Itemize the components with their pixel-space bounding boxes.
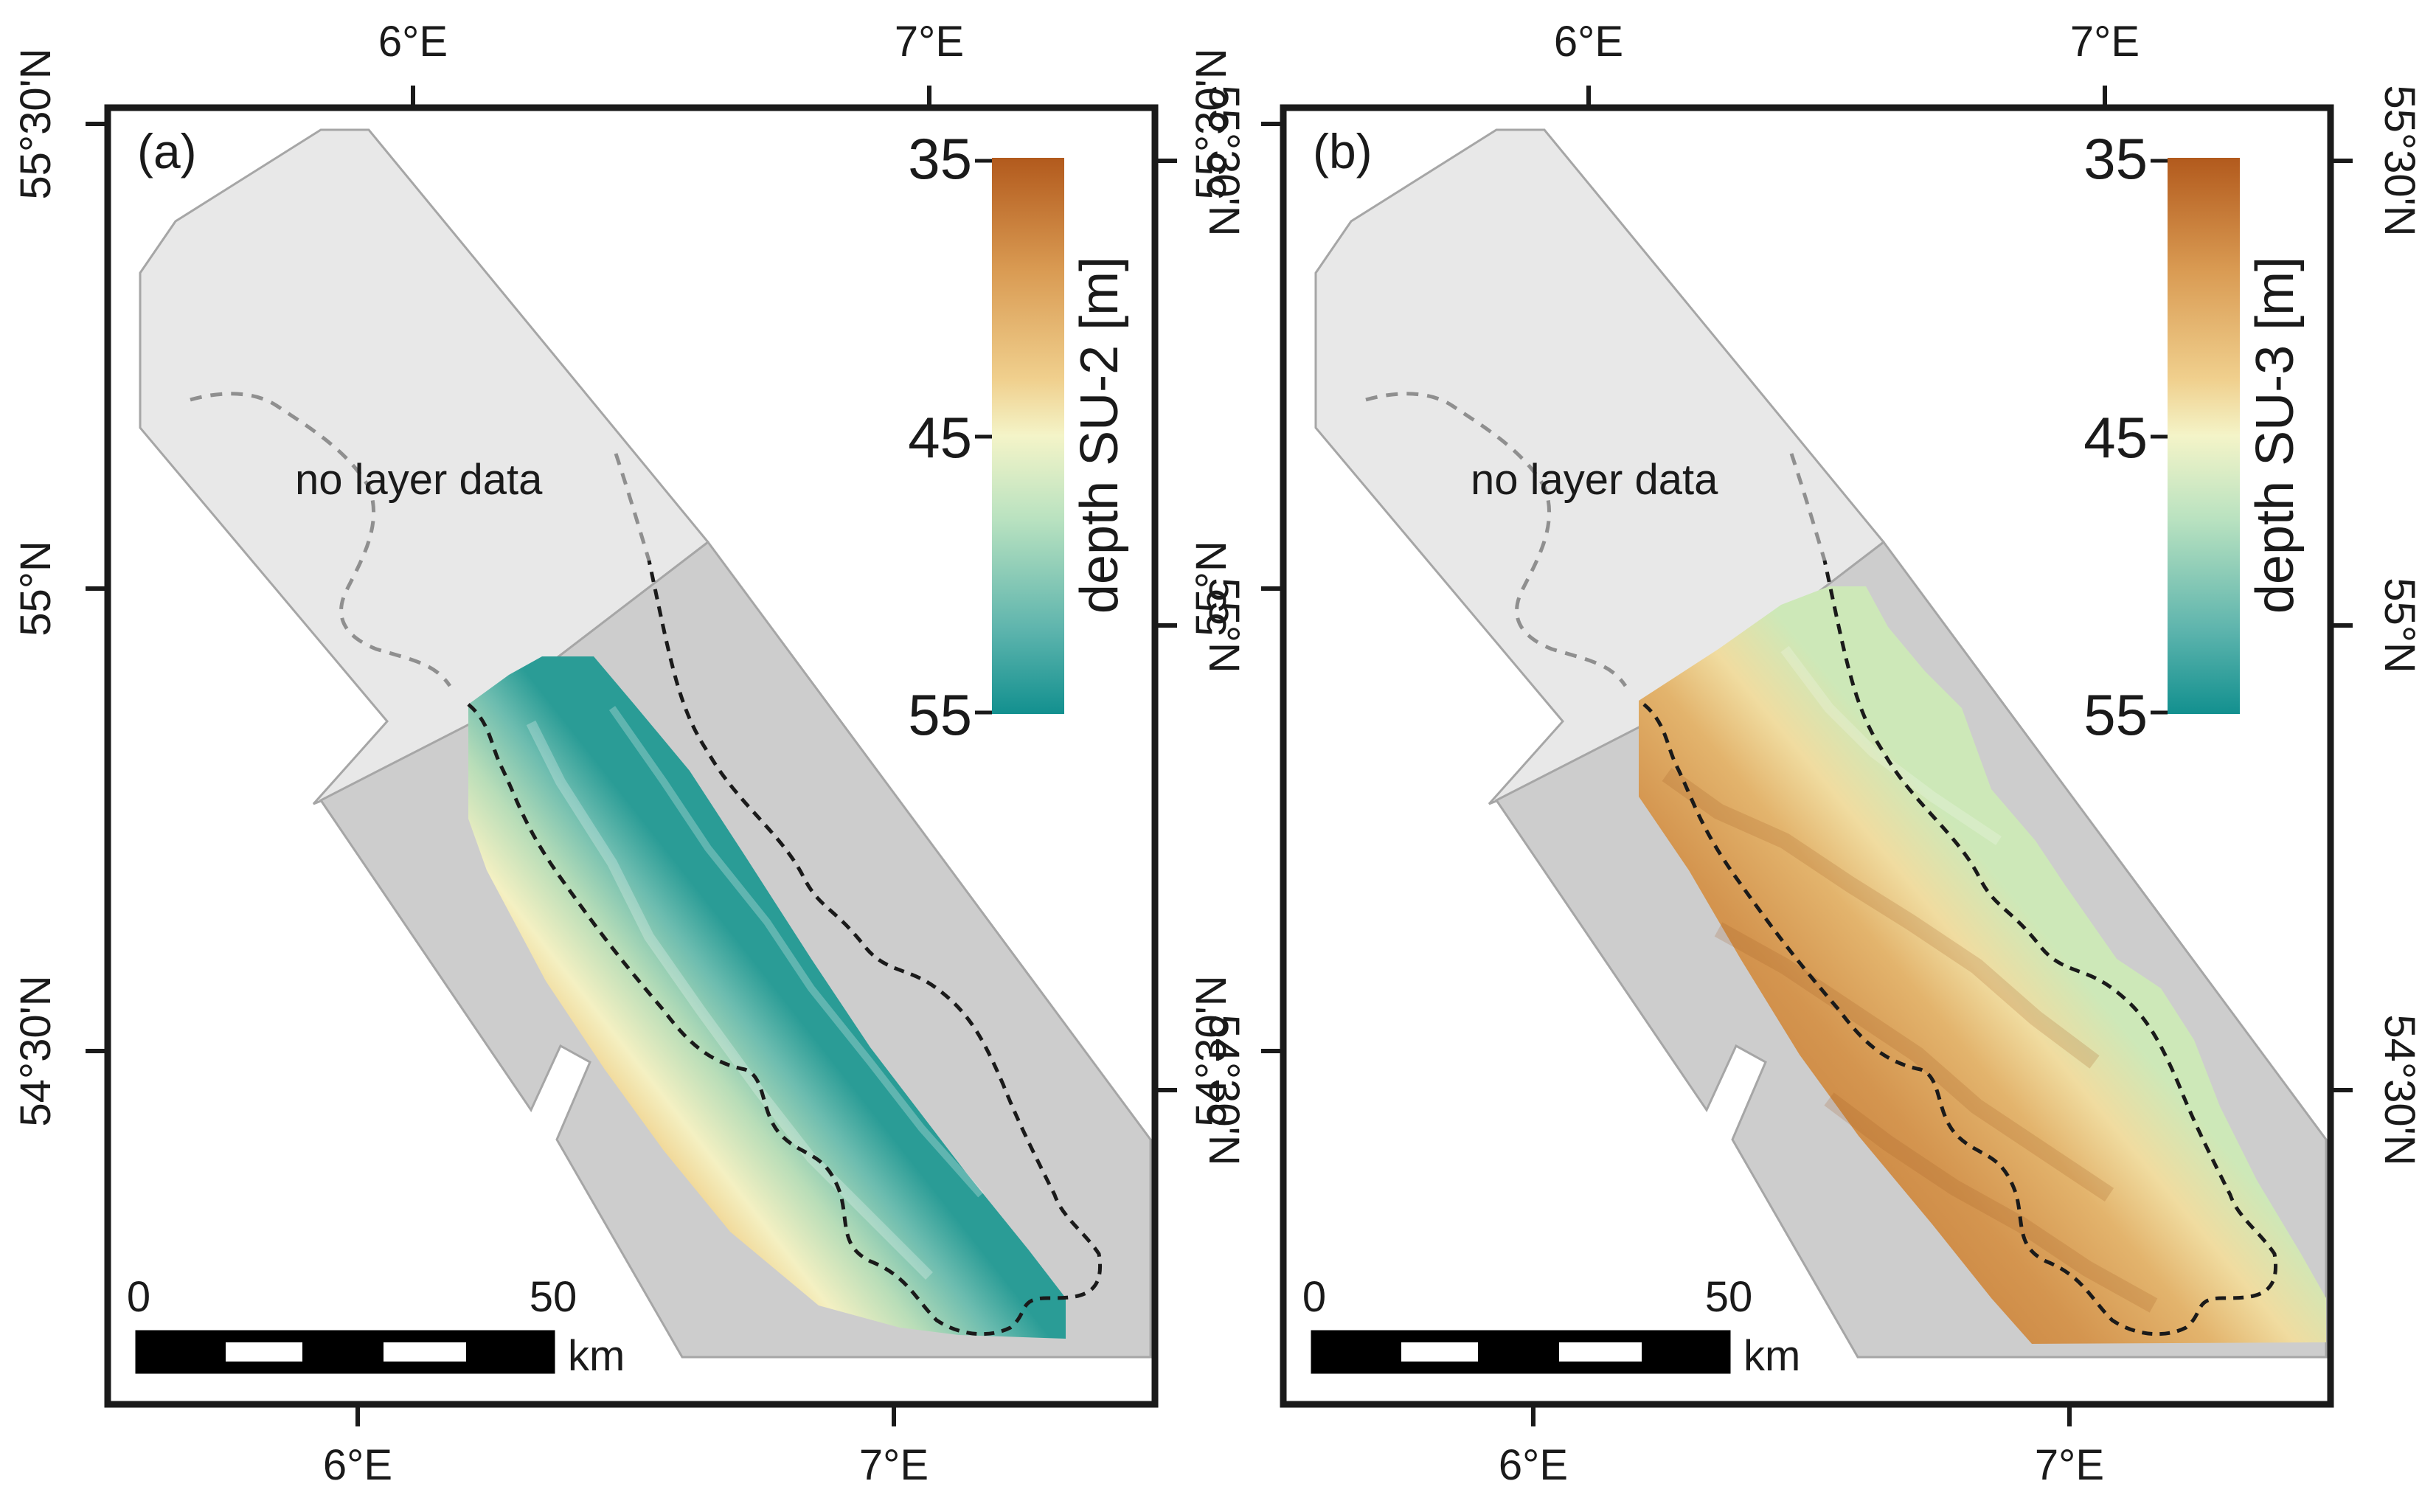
- no-layer-data-label: no layer data: [1471, 456, 1718, 504]
- colorbar-ticks: [2151, 159, 2168, 715]
- top-lon-label-7e: 7°E: [2070, 18, 2140, 66]
- right-lat-label-5430n: 54°30'N: [2376, 1014, 2423, 1165]
- dashed-boundary-black: [1642, 560, 2277, 1336]
- axis-ticks: [86, 86, 1177, 1426]
- bottom-lon-label-6e: 6°E: [323, 1441, 392, 1489]
- top-lon-label-6e: 6°E: [1554, 18, 1623, 66]
- left-lat-label-55n: 55°N: [1187, 541, 1235, 637]
- scale-bar: [135, 1330, 555, 1374]
- depth-layer-su3: [1639, 586, 2326, 1344]
- depth-layer-su2-banding: [526, 706, 984, 1280]
- dashed-boundary-grey: [190, 392, 651, 687]
- right-lat-label-55n: 55°N: [2376, 578, 2423, 673]
- dashed-boundary-grey: [1365, 392, 1827, 687]
- colorbar-tick-35: 35: [2083, 126, 2148, 191]
- dashed-boundary-black: [467, 560, 1102, 1336]
- scale-bar-end-label: 50: [1705, 1273, 1753, 1321]
- top-lon-label-6e: 6°E: [378, 18, 448, 66]
- colorbar-tick-45: 45: [2083, 405, 2148, 470]
- panel-label: (b): [1313, 124, 1373, 178]
- scale-bar-start-label: 0: [127, 1273, 150, 1321]
- depth-layer-su2: [468, 656, 1066, 1339]
- scale-bar: [1311, 1330, 1731, 1374]
- top-lon-label-7e: 7°E: [895, 18, 964, 66]
- panel-b: 6°E 7°E 6°E 7°E 55°30'N 55°N 54°30'N 55°…: [1187, 18, 2423, 1489]
- scale-bar-start-label: 0: [1302, 1273, 1326, 1321]
- scale-bar-unit-label: km: [568, 1332, 625, 1380]
- right-lat-label-55n: 55°N: [1200, 578, 1248, 673]
- colorbar-tick-55: 55: [908, 682, 972, 747]
- panel-label: (a): [137, 124, 197, 178]
- colorbar-title: depth SU-2 [m]: [1070, 257, 1129, 614]
- left-lat-label-5430n: 54°30'N: [1187, 975, 1235, 1126]
- colorbar-tick-45: 45: [908, 405, 972, 470]
- colorbar-title: depth SU-3 [m]: [2246, 257, 2305, 614]
- depth-layer-su3-banding: [1662, 645, 2158, 1313]
- axis-ticks: [1261, 86, 2353, 1426]
- colorbar-tick-55: 55: [2083, 682, 2148, 747]
- left-lat-label-5530n: 55°30'N: [12, 48, 60, 199]
- bottom-lon-label-7e: 7°E: [2035, 1441, 2104, 1489]
- right-lat-label-5430n: 54°30'N: [1200, 1014, 1248, 1165]
- left-lat-label-5530n: 55°30'N: [1187, 48, 1235, 199]
- bottom-lon-label-7e: 7°E: [859, 1441, 929, 1489]
- panel-a: 6°E 7°E 6°E 7°E 55°30'N 55°N 54°30'N 55°…: [12, 18, 1248, 1489]
- scale-bar-unit-label: km: [1743, 1332, 1800, 1380]
- colorbar-tick-35: 35: [908, 126, 972, 191]
- no-data-area: [139, 128, 710, 805]
- colorbar-ticks: [975, 159, 992, 715]
- scale-bar-end-label: 50: [530, 1273, 577, 1321]
- colorbar: [2168, 158, 2240, 714]
- right-lat-label-5530n: 55°30'N: [2376, 85, 2423, 236]
- panel-frame: [104, 104, 1159, 1408]
- bottom-lon-label-6e: 6°E: [1499, 1441, 1568, 1489]
- left-lat-label-5430n: 54°30'N: [12, 975, 60, 1126]
- colorbar: [992, 158, 1064, 714]
- right-lat-label-5530n: 55°30'N: [1200, 85, 1248, 236]
- no-layer-data-label: no layer data: [295, 456, 543, 504]
- left-lat-label-55n: 55°N: [12, 541, 60, 637]
- panel-frame: [1280, 104, 2334, 1408]
